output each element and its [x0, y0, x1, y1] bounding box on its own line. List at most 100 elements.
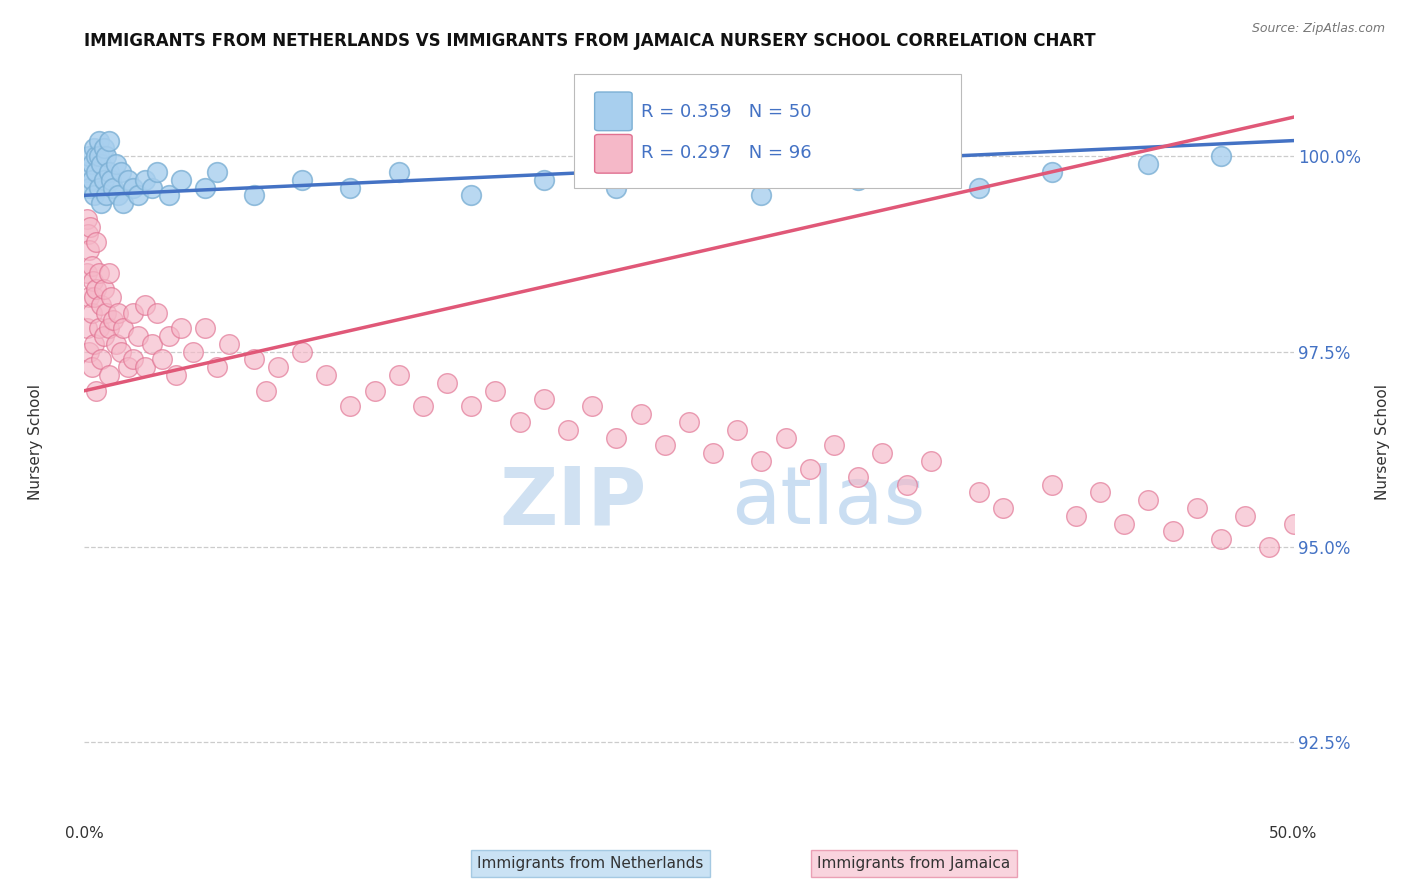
Point	[79, 219, 101, 234]
Point	[207, 360, 229, 375]
Point	[97, 134, 120, 148]
Point	[87, 134, 110, 148]
Point	[76, 211, 98, 226]
Point	[80, 172, 103, 186]
Point	[533, 172, 555, 186]
Point	[1258, 540, 1281, 554]
Point	[107, 188, 129, 202]
Point	[87, 321, 110, 335]
Point	[94, 149, 117, 163]
Point	[77, 180, 100, 194]
Point	[77, 344, 100, 359]
Point	[557, 423, 579, 437]
Point	[967, 485, 990, 500]
Point	[90, 298, 112, 312]
Point	[388, 368, 411, 383]
Point	[581, 400, 603, 414]
Point	[97, 368, 120, 383]
Point	[291, 344, 314, 359]
Point	[94, 305, 117, 319]
Point	[86, 384, 108, 398]
Point	[77, 227, 100, 242]
Point	[90, 196, 112, 211]
Point	[90, 157, 112, 171]
Point	[460, 188, 482, 202]
FancyBboxPatch shape	[595, 92, 633, 130]
Point	[104, 336, 127, 351]
Point	[134, 360, 156, 375]
Point	[121, 180, 143, 194]
Point	[254, 384, 277, 398]
Point	[87, 149, 110, 163]
Point	[207, 165, 229, 179]
Point	[86, 149, 108, 163]
Point	[104, 157, 127, 171]
Point	[117, 360, 139, 375]
Y-axis label: Nursery School: Nursery School	[1375, 384, 1391, 500]
Point	[799, 462, 821, 476]
Point	[87, 267, 110, 281]
Text: Immigrants from Netherlands: Immigrants from Netherlands	[477, 856, 704, 871]
Point	[823, 438, 845, 452]
Point	[83, 336, 105, 351]
Point	[1209, 149, 1232, 163]
Point	[112, 321, 135, 335]
Point	[702, 446, 724, 460]
Point	[121, 352, 143, 367]
Point	[509, 415, 531, 429]
Point	[484, 384, 506, 398]
Point	[150, 352, 173, 367]
Text: IMMIGRANTS FROM NETHERLANDS VS IMMIGRANTS FROM JAMAICA NURSERY SCHOOL CORRELATIO: IMMIGRANTS FROM NETHERLANDS VS IMMIGRANT…	[84, 32, 1097, 50]
Point	[157, 329, 180, 343]
Point	[436, 376, 458, 390]
Point	[80, 259, 103, 273]
Point	[87, 180, 110, 194]
Point	[751, 188, 773, 202]
Text: Immigrants from Jamaica: Immigrants from Jamaica	[817, 856, 1011, 871]
Text: Nursery School: Nursery School	[28, 384, 44, 500]
Point	[388, 165, 411, 179]
Point	[533, 392, 555, 406]
Point	[83, 188, 105, 202]
Point	[339, 180, 361, 194]
Point	[86, 165, 108, 179]
Point	[218, 336, 240, 351]
Point	[141, 336, 163, 351]
Point	[76, 165, 98, 179]
Point	[165, 368, 187, 383]
Point	[100, 290, 122, 304]
Point	[146, 165, 169, 179]
Point	[76, 267, 98, 281]
Text: ZIP: ZIP	[499, 463, 647, 541]
Point	[1137, 493, 1160, 508]
Point	[97, 165, 120, 179]
Point	[107, 305, 129, 319]
Text: R = 0.359   N = 50: R = 0.359 N = 50	[641, 103, 811, 120]
Point	[242, 352, 264, 367]
Point	[134, 172, 156, 186]
Point	[1185, 500, 1208, 515]
Point	[83, 290, 105, 304]
Point	[1064, 508, 1087, 523]
Point	[846, 172, 869, 186]
Point	[412, 400, 434, 414]
Point	[1040, 477, 1063, 491]
Point	[267, 360, 290, 375]
Point	[90, 352, 112, 367]
Point	[127, 188, 149, 202]
Point	[77, 290, 100, 304]
Point	[242, 188, 264, 202]
FancyBboxPatch shape	[595, 135, 633, 173]
Point	[121, 305, 143, 319]
Point	[460, 400, 482, 414]
Point	[846, 469, 869, 483]
Point	[170, 172, 193, 186]
Point	[127, 329, 149, 343]
Point	[1161, 524, 1184, 539]
Point	[751, 454, 773, 468]
Point	[993, 500, 1015, 515]
Point	[291, 172, 314, 186]
Point	[872, 446, 894, 460]
Point	[83, 141, 105, 155]
Point	[93, 282, 115, 296]
